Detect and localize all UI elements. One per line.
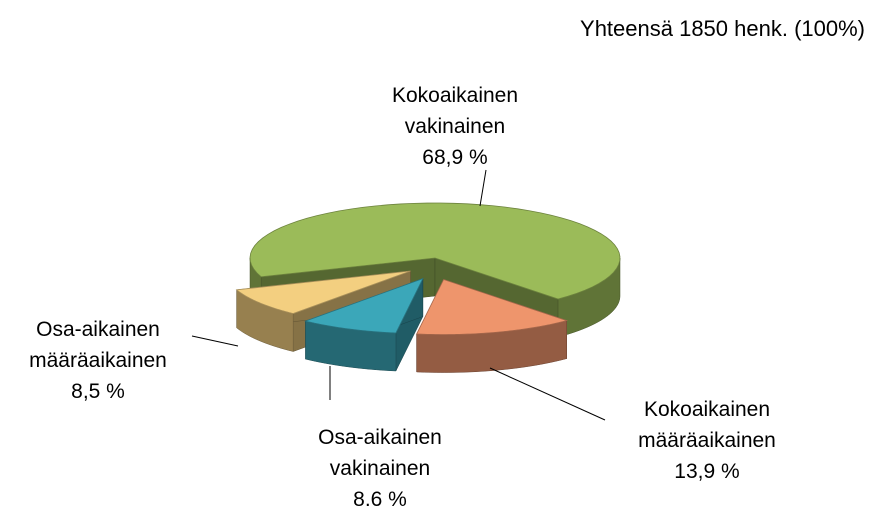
- slice: [304, 277, 424, 372]
- value-label: 8.6 %: [353, 488, 407, 508]
- leader-line: [479, 169, 487, 207]
- category-label: Osa-aikainen määräaikainen: [29, 318, 167, 372]
- category-label: Kokoaikainen vakinainen: [391, 84, 519, 138]
- slice-top: [235, 270, 411, 314]
- slice-label: Kokoaikainen määräaikainen 13,9 %: [612, 394, 802, 487]
- value-label: 68,9 %: [422, 146, 488, 169]
- slice-label: Kokoaikainen vakinainen 68,9 %: [355, 80, 555, 173]
- value-label: 13,9 %: [674, 460, 740, 483]
- value-label: 8,5 %: [71, 380, 125, 403]
- leader-lines: [191, 169, 606, 421]
- category-label: Kokoaikainen määräaikainen: [638, 398, 776, 452]
- slice: [416, 279, 569, 373]
- slice-label: Osa-aikainen määräaikainen 8,5 %: [0, 314, 196, 407]
- chart-title: Yhteensä 1850 henk. (100%): [580, 16, 865, 41]
- category-label: Osa-aikainen vakinainen: [318, 426, 442, 480]
- slice-top: [416, 279, 569, 335]
- leader-line: [489, 367, 606, 421]
- leader-line: [191, 335, 239, 347]
- slice-label: Osa-aikainen vakinainen 8.6 %: [285, 422, 475, 508]
- slice-top: [304, 277, 424, 334]
